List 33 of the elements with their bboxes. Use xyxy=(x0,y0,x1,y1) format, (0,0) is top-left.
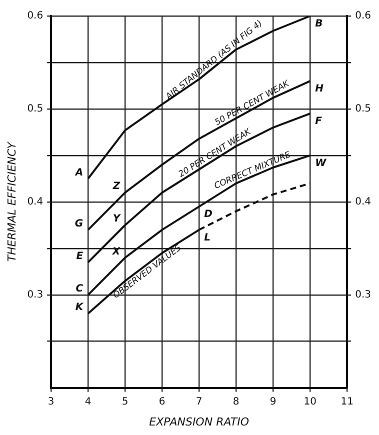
x-tick-label: 11 xyxy=(340,396,354,408)
annotation: G xyxy=(74,218,84,230)
y-tick-label: 0.3 xyxy=(27,289,44,300)
x-tick-label: 6 xyxy=(158,396,166,408)
annotation: E xyxy=(76,250,84,262)
x-tick-label: 10 xyxy=(304,396,316,408)
annotation: K xyxy=(75,302,84,314)
annotation: H xyxy=(315,84,324,95)
x-tick-label: 9 xyxy=(270,396,276,408)
y2-tick-label: 0.5 xyxy=(355,104,372,115)
annotation: W xyxy=(315,158,328,170)
y2-tick-label: 0.4 xyxy=(355,196,372,208)
x-axis-title: EXPANSION RATIO xyxy=(149,415,250,428)
annotation: L xyxy=(204,232,210,244)
annotation: D xyxy=(204,209,212,220)
y-axis-title: THERMAL EFFICIENCY xyxy=(5,140,18,262)
x-tick-label: 8 xyxy=(232,396,240,408)
annotation: Z xyxy=(112,181,121,192)
annotation: Y xyxy=(112,214,122,225)
annotation: X xyxy=(111,246,122,258)
x-tick-label: 4 xyxy=(84,396,92,408)
y-tick-label: 0.5 xyxy=(27,104,44,115)
x-tick-label: 7 xyxy=(196,396,202,408)
y2-tick-label: 0.6 xyxy=(355,10,372,22)
annotation: B xyxy=(315,18,323,30)
annotation: A xyxy=(74,167,84,178)
y-tick-label: 0.6 xyxy=(27,10,44,22)
annotation: C xyxy=(76,283,84,294)
y-tick-label: 0.4 xyxy=(27,196,44,208)
annotation: F xyxy=(315,116,322,128)
x-tick-label: 3 xyxy=(48,396,54,408)
y2-tick-label: 0.3 xyxy=(355,289,372,300)
x-tick-label: 5 xyxy=(122,396,128,408)
